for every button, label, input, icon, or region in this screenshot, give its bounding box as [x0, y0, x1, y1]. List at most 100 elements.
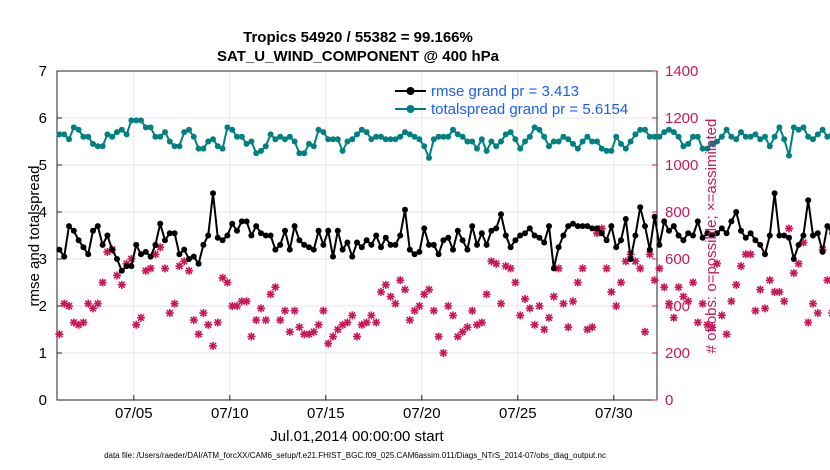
- totalspread-point: [392, 136, 399, 143]
- obs-assimilated-point: [386, 292, 395, 301]
- obs-assimilated-point: [319, 306, 328, 315]
- obs-assimilated-point: [175, 262, 184, 271]
- obs-assimilated-point: [223, 278, 232, 287]
- totalspread-point: [296, 150, 303, 157]
- obs-assimilated-point: [381, 280, 390, 289]
- rmse-point: [138, 251, 144, 258]
- totalspread-point: [90, 140, 96, 147]
- totalspread-point: [795, 126, 802, 133]
- obs-assimilated-point: [391, 299, 400, 308]
- rmse-point: [478, 230, 485, 237]
- totalspread-point: [272, 136, 279, 143]
- rmse-point: [459, 237, 466, 244]
- totalspread-point: [728, 133, 735, 140]
- totalspread-point: [190, 133, 197, 140]
- obs-assimilated-point: [98, 278, 107, 287]
- rmse-point: [426, 241, 432, 248]
- rmse-point: [502, 232, 509, 239]
- rmse-point: [128, 263, 135, 270]
- totalspread-point: [291, 138, 298, 145]
- rmse-point: [637, 204, 644, 211]
- obs-assimilated-point: [756, 285, 765, 294]
- totalspread-point: [128, 117, 135, 124]
- obs-assimilated-point: [281, 306, 289, 315]
- totalspread-point: [109, 133, 116, 140]
- obs-assimilated-point: [74, 320, 83, 329]
- rmse-point: [406, 246, 413, 253]
- rmse-point: [325, 227, 332, 234]
- obs-assimilated-point: [789, 269, 798, 278]
- obs-assimilated-point: [93, 299, 102, 308]
- rmse-point: [526, 225, 533, 232]
- rmse-point: [306, 244, 312, 251]
- obs-assimilated-point: [612, 302, 621, 310]
- rmse-point: [690, 232, 696, 239]
- x-tick-label: 07/10: [211, 405, 249, 422]
- totalspread-point: [339, 147, 346, 154]
- rmse-point: [594, 225, 600, 232]
- totalspread-point: [282, 136, 288, 143]
- obs-assimilated-point: [804, 318, 813, 327]
- footnote: data file: /Users/raeder/DAI/ATM_forcXX/…: [104, 451, 606, 460]
- rmse-point: [277, 241, 284, 248]
- totalspread-point: [618, 140, 624, 147]
- totalspread-point: [253, 150, 260, 157]
- x-axis-label: Jul.01,2014 00:00:00 start: [270, 428, 444, 445]
- totalspread-point: [104, 131, 111, 138]
- totalspread-point: [810, 136, 816, 143]
- rmse-point: [435, 251, 442, 258]
- rmse-point: [142, 248, 149, 255]
- obs-assimilated-point: [333, 325, 342, 334]
- totalspread-point: [66, 136, 72, 143]
- totalspread-point: [579, 138, 586, 145]
- rmse-point: [531, 232, 538, 239]
- y2-tick-label: 200: [665, 345, 690, 362]
- obs-assimilated-point: [785, 224, 793, 233]
- totalspread-point: [210, 136, 216, 143]
- rmse-point: [747, 230, 754, 237]
- rmse-point: [224, 232, 231, 239]
- obs-assimilated-point: [669, 313, 678, 322]
- obs-assimilated-point: [468, 306, 477, 315]
- obs-assimilated-point: [199, 309, 208, 318]
- totalspread-point: [176, 143, 183, 150]
- rmse-point: [550, 265, 557, 272]
- totalspread-point: [464, 138, 471, 145]
- totalspread-point: [469, 138, 476, 145]
- totalspread-point: [219, 145, 226, 152]
- rmse-point: [675, 232, 682, 239]
- rmse-point: [411, 251, 418, 258]
- legend: rmse grand pr = 3.413 totalspread grand …: [395, 83, 628, 118]
- totalspread-point: [330, 136, 336, 143]
- obs-assimilated-point: [343, 318, 352, 327]
- obs-assimilated-point: [189, 316, 198, 325]
- totalspread-point: [786, 152, 792, 159]
- obs-assimilated-point: [775, 287, 784, 296]
- y-tick-label: 3: [39, 251, 47, 268]
- totalspread-point: [738, 129, 744, 136]
- obs-assimilated-point: [405, 316, 414, 325]
- obs-assimilated-point: [597, 224, 606, 233]
- totalspread-point: [536, 126, 543, 133]
- rmse-point: [728, 218, 735, 225]
- totalspread-point: [685, 140, 692, 147]
- rmse-point: [114, 256, 120, 262]
- obs-assimilated-point: [204, 320, 213, 329]
- rmse-point: [450, 246, 456, 253]
- obs-assimilated-point: [444, 302, 453, 310]
- totalspread-point: [646, 133, 653, 140]
- obs-assimilated-point: [362, 318, 371, 327]
- x-axis: 07/05 07/10 07/15 07/20 07/25 07/30: [115, 395, 633, 422]
- totalspread-point: [61, 131, 68, 138]
- legend-rmse-label: rmse grand pr = 3.413: [431, 83, 579, 100]
- totalspread-point: [157, 133, 164, 140]
- totalspread-point: [373, 133, 380, 140]
- obs-assimilated-point: [218, 273, 227, 282]
- obs-assimilated-point: [477, 318, 486, 327]
- totalspread-point: [622, 145, 629, 152]
- obs-assimilated-point: [799, 238, 808, 247]
- rmse-point: [694, 218, 701, 225]
- obs-assimilated-point: [473, 320, 481, 329]
- rmse-point: [709, 232, 716, 239]
- rmse-point: [339, 246, 346, 253]
